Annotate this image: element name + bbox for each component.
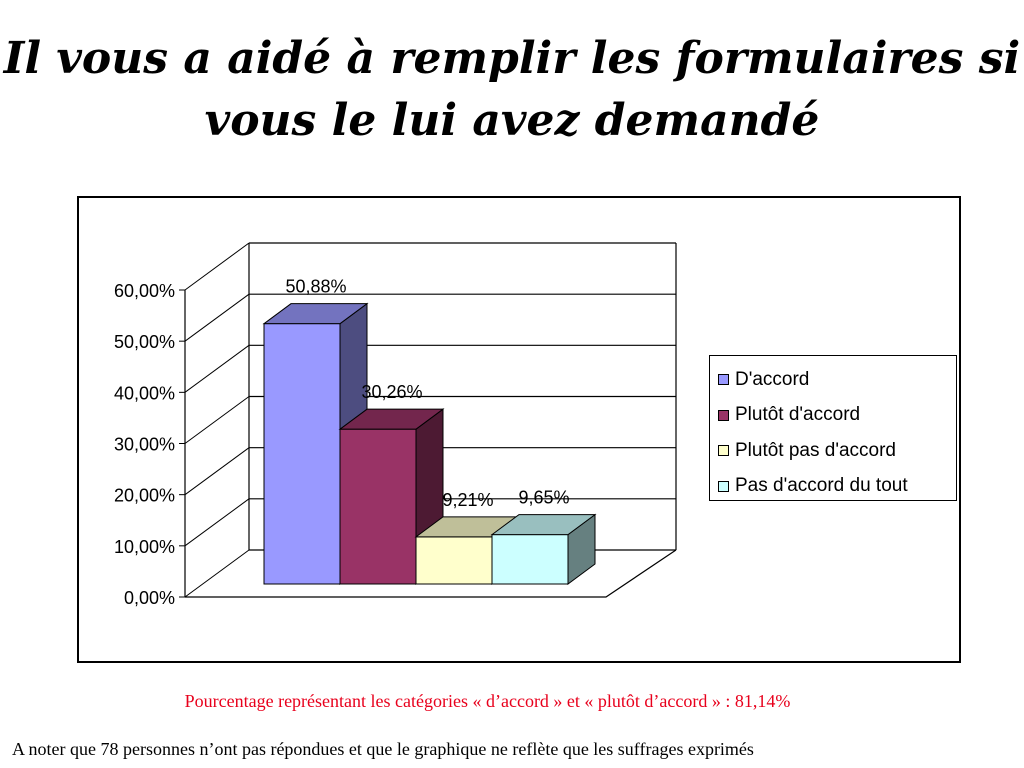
chart-legend: D'accord Plutôt d'accord Plutôt pas d'ac… (709, 355, 957, 501)
legend-swatch (718, 445, 729, 457)
data-label: 9,65% (518, 488, 569, 508)
legend-item: Plutôt pas d'accord (710, 433, 956, 469)
legend-item: D'accord (710, 362, 956, 398)
bar-top (490, 514, 597, 536)
legend-item: Plutôt d'accord (710, 398, 956, 434)
legend-swatch (718, 480, 729, 492)
legend-swatch (718, 374, 729, 386)
side-gridline (184, 396, 250, 444)
legend-swatch (718, 409, 729, 421)
data-label: 9,21% (442, 490, 493, 510)
legend-label: D'accord (735, 368, 810, 390)
title-line-1: Il vous a aidé à remplir les formulaires… (3, 33, 1021, 84)
legend-label: Pas d'accord du tout (735, 475, 908, 497)
y-tick-label: 20,00% (114, 486, 175, 506)
data-label: 30,26% (361, 382, 422, 402)
y-tick-label: 0,00% (124, 588, 175, 608)
bar-top (338, 408, 445, 430)
bar (415, 536, 493, 585)
side-gridline (184, 549, 250, 598)
bar-top (262, 303, 369, 325)
bar (339, 428, 417, 585)
legend-label: Plutôt d'accord (735, 404, 861, 426)
percentage-note: Pourcentage représentant les catégories … (184, 691, 791, 711)
y-tick-label: 50,00% (114, 332, 175, 352)
footnote: A noter que 78 personnes n’ont pas répon… (12, 739, 754, 759)
side-gridline (184, 498, 250, 547)
side-gridline (184, 293, 250, 342)
chart-floor (185, 549, 677, 598)
page-title: Il vous a aidé à remplir les formulaires… (0, 28, 1024, 152)
y-tick-label: 30,00% (114, 435, 175, 455)
legend-label: Plutôt pas d'accord (735, 439, 896, 461)
data-label: 50,88% (285, 277, 346, 297)
title-line-2: vous le lui avez demandé (204, 95, 820, 146)
bar (263, 323, 341, 585)
y-tick-label: 40,00% (114, 383, 175, 403)
side-gridline (184, 447, 250, 496)
y-tick-label: 60,00% (114, 281, 175, 301)
side-gridline (184, 242, 250, 291)
side-gridline (184, 344, 250, 393)
y-tick-label: 10,00% (114, 537, 175, 557)
bar (491, 534, 569, 585)
legend-item: Pas d'accord du tout (710, 469, 956, 505)
